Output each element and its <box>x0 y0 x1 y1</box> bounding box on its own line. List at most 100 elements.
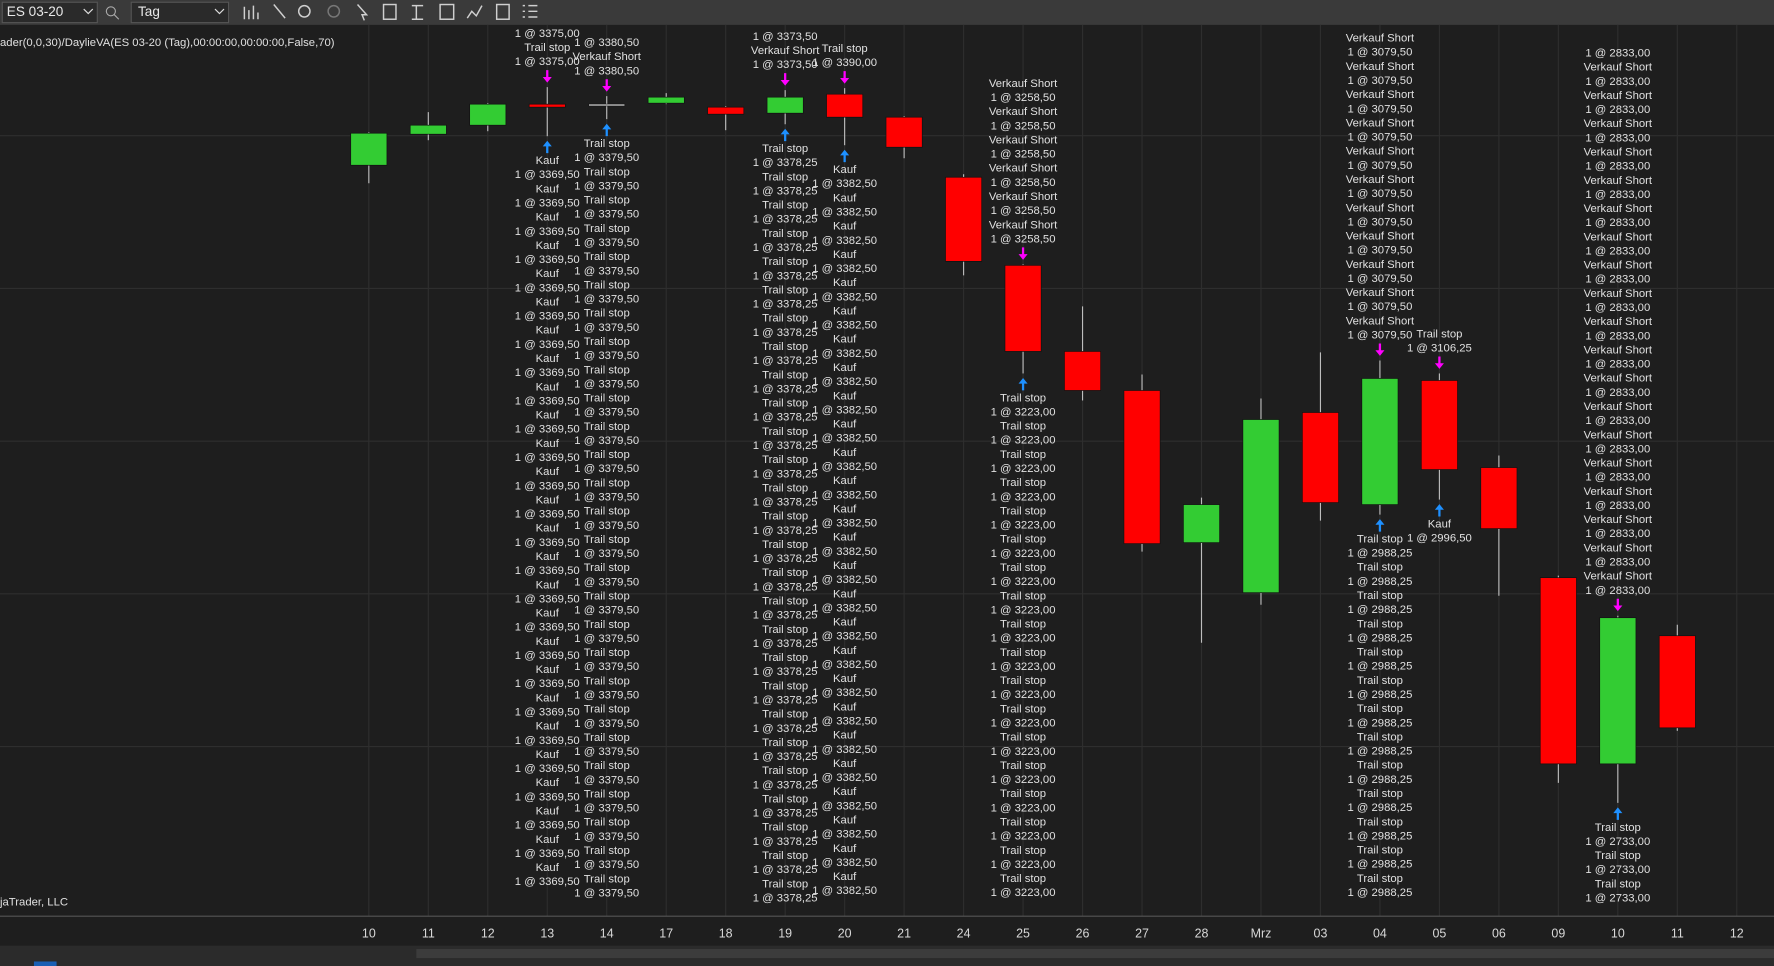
candle-body <box>1361 378 1399 505</box>
execution-label: 1 @ 3379,50 <box>574 661 639 673</box>
buy-arrow <box>542 140 552 154</box>
interval[interactable]: Tag <box>138 4 160 19</box>
execution-label: 1 @ 3258,50 <box>991 120 1056 132</box>
interval-select[interactable] <box>130 1 230 24</box>
execution-label: 1 @ 2833,00 <box>1585 415 1650 427</box>
execution-label: 1 @ 3382,50 <box>812 659 877 671</box>
list-icon[interactable] <box>522 4 538 18</box>
execution-label: Kauf <box>833 390 857 402</box>
execution-label: Kauf <box>833 673 857 685</box>
execution-label: Kauf <box>536 268 560 280</box>
execution-label: 1 @ 3379,50 <box>574 152 639 164</box>
execution-label: 1 @ 3378,25 <box>753 808 818 820</box>
execution-label: 1 @ 3378,25 <box>753 892 818 904</box>
execution-label: Trail stop <box>762 341 808 353</box>
execution-label: Trail stop <box>762 652 808 664</box>
sell-arrow <box>840 71 850 84</box>
execution-label: 1 @ 3079,50 <box>1347 132 1412 144</box>
execution-label: 1 @ 3378,25 <box>753 214 818 226</box>
execution-label: 1 @ 3369,50 <box>515 876 580 888</box>
indicators-icon[interactable] <box>466 5 483 19</box>
execution-label: Verkauf Short <box>573 51 642 63</box>
execution-label: 1 @ 3382,50 <box>812 687 877 699</box>
execution-label: Trail stop <box>762 511 808 523</box>
execution-label: 1 @ 2833,00 <box>1585 359 1650 371</box>
execution-label: 1 @ 3106,25 <box>1407 343 1472 355</box>
templates-icon[interactable] <box>495 3 510 20</box>
x-tick-label: 17 <box>659 927 673 941</box>
execution-label: 1 @ 2833,00 <box>1585 104 1650 116</box>
execution-label: Kauf <box>833 871 857 883</box>
execution-label: Trail stop <box>762 482 808 494</box>
execution-label: Kauf <box>536 551 560 563</box>
properties-icon[interactable] <box>411 4 424 20</box>
execution-label: Verkauf Short <box>1584 118 1653 130</box>
execution-label: Trail stop <box>584 251 630 263</box>
execution-label: 1 @ 3079,50 <box>1347 47 1412 59</box>
x-tick-label: 13 <box>540 927 554 941</box>
execution-label: Verkauf Short <box>1584 231 1653 243</box>
pointer-icon[interactable] <box>356 4 369 21</box>
execution-label: 1 @ 3223,00 <box>991 491 1056 503</box>
execution-label: Trail stop <box>1000 845 1046 857</box>
execution-label: Trail stop <box>1357 562 1403 574</box>
execution-label: Trail stop <box>584 845 630 857</box>
execution-label: 1 @ 3382,50 <box>812 489 877 501</box>
draw-icon[interactable] <box>273 4 286 19</box>
x-tick-label: 10 <box>362 927 376 941</box>
execution-label: Kauf <box>833 786 857 798</box>
scrollbar-thumb[interactable] <box>416 949 1774 959</box>
execution-label: Kauf <box>833 617 857 629</box>
execution-label: 1 @ 3379,50 <box>574 463 639 475</box>
zoom-in-icon[interactable] <box>297 4 311 18</box>
execution-label: Kauf <box>833 277 857 289</box>
execution-label: Verkauf Short <box>1346 89 1415 101</box>
execution-label: Trail stop <box>762 793 808 805</box>
bars-icon[interactable] <box>243 5 259 20</box>
execution-label: 1 @ 3369,50 <box>515 424 580 436</box>
execution-label: Verkauf Short <box>1584 288 1653 300</box>
execution-label: 1 @ 3369,50 <box>515 707 580 719</box>
x-tick-label: 11 <box>1671 927 1684 941</box>
execution-label: Trail stop <box>584 477 630 489</box>
instrument[interactable]: ES 03-20 <box>7 4 64 19</box>
search-icon[interactable] <box>105 6 116 17</box>
execution-label: 1 @ 3079,50 <box>1347 216 1412 228</box>
execution-label: 1 @ 3378,25 <box>753 355 818 367</box>
strategies-icon[interactable] <box>439 3 455 20</box>
execution-label: 1 @ 3369,50 <box>515 480 580 492</box>
data-box-icon[interactable] <box>382 3 397 20</box>
execution-label: Kauf <box>833 419 857 431</box>
x-tick-label: 12 <box>481 927 495 941</box>
execution-label: Verkauf Short <box>1584 146 1653 158</box>
execution-label: 1 @ 3382,50 <box>812 716 877 728</box>
execution-label: Trail stop <box>584 393 630 405</box>
scroll-indicator <box>33 961 57 966</box>
execution-label: 1 @ 3369,50 <box>515 565 580 577</box>
execution-label: Trail stop <box>1000 647 1046 659</box>
x-tick-label: 25 <box>1016 927 1030 941</box>
candle-body <box>469 103 507 126</box>
execution-label: 1 @ 3379,50 <box>574 435 639 447</box>
execution-label: Trail stop <box>762 878 808 890</box>
execution-label: 1 @ 3382,50 <box>812 235 877 247</box>
execution-label: Kauf <box>536 862 560 874</box>
execution-label: Trail stop <box>1000 703 1046 715</box>
execution-label: 1 @ 3223,00 <box>991 661 1056 673</box>
execution-label: 1 @ 3382,50 <box>812 348 877 360</box>
execution-label: Trail stop <box>1357 675 1403 687</box>
execution-label: Verkauf Short <box>1584 175 1653 187</box>
execution-label: 1 @ 3379,50 <box>574 831 639 843</box>
execution-label: Verkauf Short <box>1346 202 1415 214</box>
execution-label: Verkauf Short <box>1584 458 1653 470</box>
execution-label: 1 @ 3223,00 <box>991 887 1056 899</box>
execution-label: Verkauf Short <box>989 163 1058 175</box>
execution-label: Kauf <box>833 758 857 770</box>
execution-label: Trail stop <box>1357 647 1403 659</box>
zoom-out-icon[interactable] <box>327 4 341 18</box>
instrument-select[interactable] <box>1 1 98 24</box>
execution-label: 1 @ 3382,50 <box>812 291 877 303</box>
execution-label: 1 @ 2833,00 <box>1585 161 1650 173</box>
execution-label: Trail stop <box>1000 619 1046 631</box>
execution-label: Trail stop <box>762 709 808 721</box>
